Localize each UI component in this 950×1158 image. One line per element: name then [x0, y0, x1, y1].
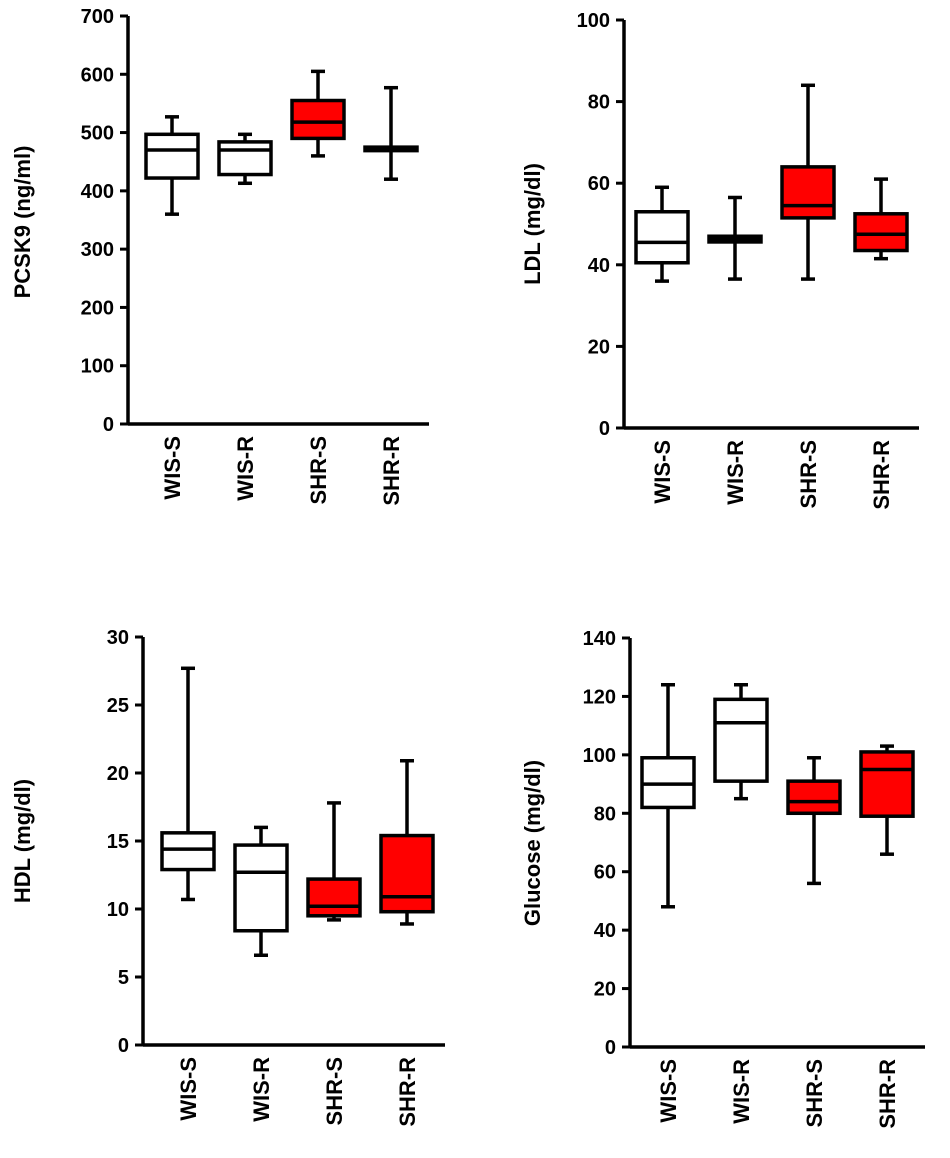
iqr-box	[306, 877, 362, 918]
pcsk9-box-wis-r	[217, 132, 273, 186]
iqr-box	[859, 750, 915, 818]
iqr-box	[853, 212, 909, 253]
glucose-box-shr-s	[786, 756, 842, 886]
hdl-x-tick-label: SHR-R	[395, 1057, 420, 1127]
iqr-box	[233, 843, 289, 933]
pcsk9-x-tick-label: SHR-S	[306, 436, 331, 504]
glucose-box-wis-r	[713, 682, 769, 801]
pcsk9-y-tick-label: 100	[81, 356, 114, 378]
iqr-box	[713, 697, 769, 783]
iqr-box	[780, 165, 836, 220]
pcsk9-y-tick-label: 400	[81, 181, 114, 203]
hdl-y-tick-label: 15	[107, 831, 129, 853]
ldl-box-shr-s	[780, 83, 836, 281]
pcsk9-box-shr-s	[290, 69, 346, 158]
ldl-x-tick-label: WIS-R	[723, 440, 748, 505]
pcsk9-y-tick-label: 300	[81, 239, 114, 261]
pcsk9-box-wis-s	[144, 115, 200, 216]
glucose-box-wis-s	[640, 682, 696, 909]
iqr-box	[144, 132, 200, 180]
glucose-y-tick-label: 80	[594, 803, 616, 825]
hdl-box-shr-s	[306, 801, 362, 922]
hdl-y-tick-label: 20	[107, 763, 129, 785]
hdl-y-tick-label: 0	[118, 1035, 129, 1057]
pcsk9-y-tick-label: 200	[81, 297, 114, 319]
iqr-box	[634, 210, 690, 265]
hdl-y-tick-label: 25	[107, 695, 129, 717]
hdl-panel: HDL (mg/dl) 0 5 10 15 20 25 30 WIS-S WIS-R SHR-S S…	[10, 627, 445, 1127]
iqr-box	[160, 831, 216, 872]
glucose-x-tick-label: SHR-R	[875, 1059, 900, 1129]
pcsk9-y-tick-label: 600	[81, 64, 114, 86]
ldl-y-tick-label: 20	[588, 336, 610, 358]
hdl-y-tick-label: 10	[107, 899, 129, 921]
glucose-x-tick-label: SHR-S	[802, 1059, 827, 1127]
pcsk9-y-axis-label: PCSK9 (ng/ml)	[10, 146, 35, 299]
glucose-box-shr-r	[859, 744, 915, 856]
ldl-y-tick-label: 40	[588, 255, 610, 277]
ldl-y-tick-label: 80	[588, 92, 610, 114]
hdl-y-tick-label: 30	[107, 627, 129, 649]
hdl-x-tick-label: WIS-S	[176, 1057, 201, 1121]
ldl-y-tick-label: 0	[599, 418, 610, 440]
glucose-y-tick-label: 20	[594, 979, 616, 1001]
ldl-panel: LDL (mg/dl) 0 20 40 60 80 100 WIS-S WIS-R SHR-S S…	[520, 10, 919, 510]
glucose-y-tick-label: 40	[594, 920, 616, 942]
iqr-box	[217, 140, 273, 177]
hdl-box-wis-s	[160, 666, 216, 902]
glucose-x-tick-label: WIS-S	[656, 1059, 681, 1123]
pcsk9-y-tick-label: 0	[103, 414, 114, 436]
hdl-box-wis-r	[233, 825, 289, 957]
iqr-box	[379, 833, 435, 914]
iqr-box	[290, 98, 346, 141]
pcsk9-x-tick-label: WIS-R	[233, 436, 258, 501]
ldl-y-tick-label: 60	[588, 173, 610, 195]
ldl-x-tick-label: WIS-S	[650, 440, 675, 504]
hdl-x-tick-label: WIS-R	[249, 1057, 274, 1122]
hdl-box-shr-r	[379, 759, 435, 926]
hdl-y-tick-label: 5	[118, 967, 129, 989]
ldl-y-tick-label: 100	[577, 10, 610, 32]
hdl-x-tick-label: SHR-S	[322, 1057, 347, 1125]
glucose-y-tick-label: 100	[583, 745, 616, 767]
iqr-box	[786, 779, 842, 816]
ldl-box-wis-r	[707, 195, 763, 281]
pcsk9-x-tick-label: WIS-S	[160, 436, 185, 500]
glucose-panel: Glucose (mg/dl) 0 20 40 60 80 100 120 140 WIS-S W…	[520, 628, 925, 1129]
glucose-y-tick-label: 0	[605, 1037, 616, 1059]
glucose-y-axis-label: Glucose (mg/dl)	[520, 760, 545, 926]
pcsk9-panel: PCSK9 (ng/ml) 0 100 200 300 400 500 600 700 WIS-…	[10, 6, 429, 506]
glucose-x-tick-label: WIS-R	[729, 1059, 754, 1124]
ldl-box-shr-r	[853, 177, 909, 261]
hdl-y-axis-label: HDL (mg/dl)	[10, 779, 35, 903]
glucose-y-tick-label: 140	[583, 628, 616, 650]
glucose-y-tick-label: 60	[594, 862, 616, 884]
ldl-x-tick-label: SHR-R	[869, 440, 894, 510]
ldl-box-wis-s	[634, 185, 690, 283]
pcsk9-x-tick-label: SHR-R	[379, 436, 404, 506]
ldl-y-axis-label: LDL (mg/dl)	[520, 163, 545, 285]
pcsk9-y-tick-label: 500	[81, 123, 114, 145]
glucose-y-tick-label: 120	[583, 686, 616, 708]
ldl-x-tick-label: SHR-S	[796, 440, 821, 508]
pcsk9-y-tick-label: 700	[81, 6, 114, 28]
pcsk9-box-shr-r	[363, 85, 419, 181]
